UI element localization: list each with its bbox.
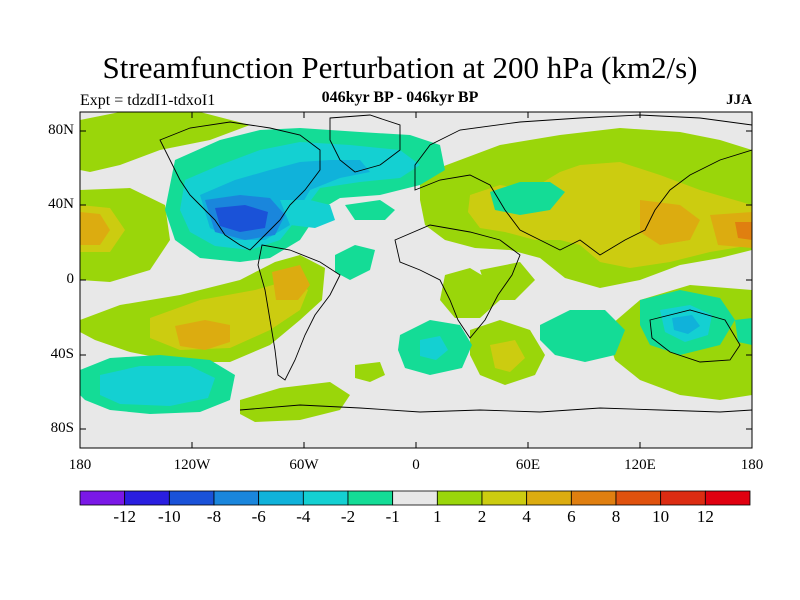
colorbar-swatch [392,490,438,506]
colorbar-swatch [347,490,394,506]
xtick-label-120e: 120E [624,457,656,473]
colorbar-swatch [213,490,260,506]
colorbar-label: 10 [652,507,670,526]
colorbar-label: -10 [157,507,181,526]
xtick-label-0: 0 [412,457,420,473]
colorbar-label: -2 [340,507,356,526]
colorbar-swatch [436,490,483,506]
negative-contours [80,128,735,414]
xtick-label-120w: 120W [173,457,211,473]
colorbar-swatch [660,490,706,506]
period-label: 046kyr BP - 046kyr BP [321,89,479,106]
xtick-label-60w: 60W [289,457,319,473]
ytick-label-0: 0 [66,271,75,287]
colorbar-swatch [704,490,751,506]
colorbar-label: 6 [567,507,576,526]
colorbar-swatch [124,490,170,506]
ytick-label-80n: 80N [48,122,74,138]
colorbar-label: 12 [696,507,714,526]
colorbar-label: 1 [433,507,442,526]
colorbar-swatch [302,490,349,506]
colorbar-swatch [481,490,528,506]
ytick-label-80s: 80S [50,420,74,436]
xtick-label-60e: 60E [515,457,541,473]
colorbar-label: -6 [251,507,266,526]
axis-ticks [79,112,753,448]
colorbar-swatch [168,490,215,506]
colorbar-swatch [79,490,126,506]
positive-contours [80,112,752,422]
colorbar-label: -12 [113,507,136,526]
colorbar-label: 2 [477,507,487,526]
colorbar-swatch [526,490,572,506]
experiment-label: Expt = tdzdI1-tdxoI1 [80,92,216,109]
xtick-label-180w: 180 [68,457,92,473]
colorbar-swatch [258,490,304,506]
colorbar-swatch [615,490,662,506]
ytick-label-40n: 40N [48,196,74,212]
colorbar-swatch [570,490,617,506]
colorbar-label: -1 [385,507,400,526]
season-label: JJA [726,92,752,108]
ytick-label-40s: 40S [50,346,74,362]
colorbar-label: 8 [611,507,621,526]
xtick-label-180e: 180 [740,457,764,473]
coastlines [159,114,752,413]
plot-title: Streamfunction Perturbation at 200 hPa (… [102,50,698,85]
colorbar-label: -4 [296,507,311,526]
colorbar-label: 4 [522,507,531,526]
colorbar-label: -8 [206,507,222,526]
